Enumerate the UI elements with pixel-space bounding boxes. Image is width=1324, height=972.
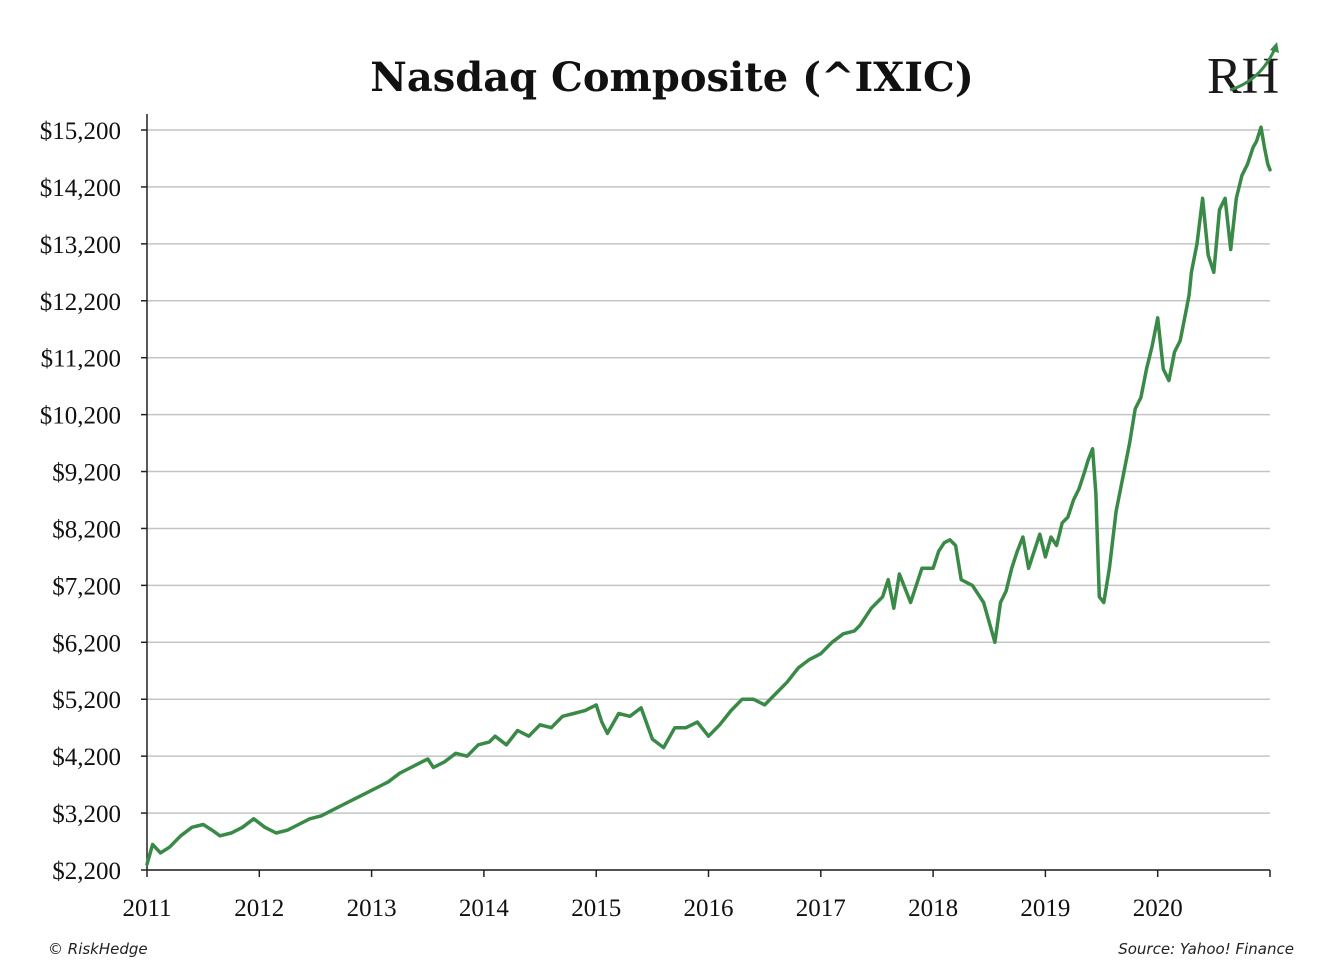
y-tick-label-0: $2,200: [52, 858, 121, 885]
logo-arrow-icon: [1270, 42, 1279, 53]
logo-lettermark: RH: [1207, 48, 1279, 105]
source-note: Source: Yahoo! Finance: [1118, 940, 1294, 958]
y-tick-labels: $2,200 $3,200 $4,200 $5,200 $6,200 $7,200 $8,2…: [40, 118, 121, 885]
y-tick-label-9: $11,200: [41, 346, 121, 373]
x-tick-label-4: 2015: [571, 895, 621, 922]
x-tick-label-0: 2011: [122, 895, 171, 922]
x-tick-label-2: 2013: [347, 895, 397, 922]
y-tick-label-5: $7,200: [52, 573, 121, 600]
x-tick-label-9: 2020: [1133, 895, 1183, 922]
x-tick-label-1: 2012: [234, 895, 284, 922]
y-tick-label-1: $3,200: [52, 801, 121, 828]
logo-swoosh-icon: [1229, 45, 1278, 92]
x-tick-labels: 2011 2012 2013 2014 2015 2016 2017 2018 2019 2020: [122, 895, 1182, 922]
x-tick-label-7: 2018: [908, 895, 958, 922]
grid-lines: [147, 129, 1270, 871]
series-line-0: [145, 125, 1272, 867]
y-tick-label-2: $4,200: [52, 744, 121, 771]
y-tick-label-8: $10,200: [40, 403, 121, 430]
x-tick-label-6: 2017: [796, 895, 846, 922]
copyright-note: © RiskHedge: [48, 940, 148, 958]
series-layer: [145, 125, 1272, 867]
y-tick-label-10: $12,200: [40, 289, 121, 316]
y-tick-label-12: $14,200: [40, 175, 121, 202]
y-tick-label-3: $5,200: [52, 687, 121, 714]
x-tick-label-5: 2016: [684, 895, 734, 922]
y-tick-label-4: $6,200: [52, 630, 121, 657]
y-tick-label-7: $9,200: [52, 460, 121, 487]
axes: [141, 114, 1271, 877]
y-tick-label-11: $13,200: [40, 232, 121, 259]
riskhedge-logo: RH: [1207, 42, 1279, 105]
chart-title: Nasdaq Composite (^IXIC): [370, 54, 974, 101]
x-tick-label-8: 2019: [1020, 895, 1070, 922]
y-tick-label-13: $15,200: [40, 118, 121, 145]
y-tick-label-6: $8,200: [52, 516, 121, 543]
x-tick-label-3: 2014: [459, 895, 510, 922]
